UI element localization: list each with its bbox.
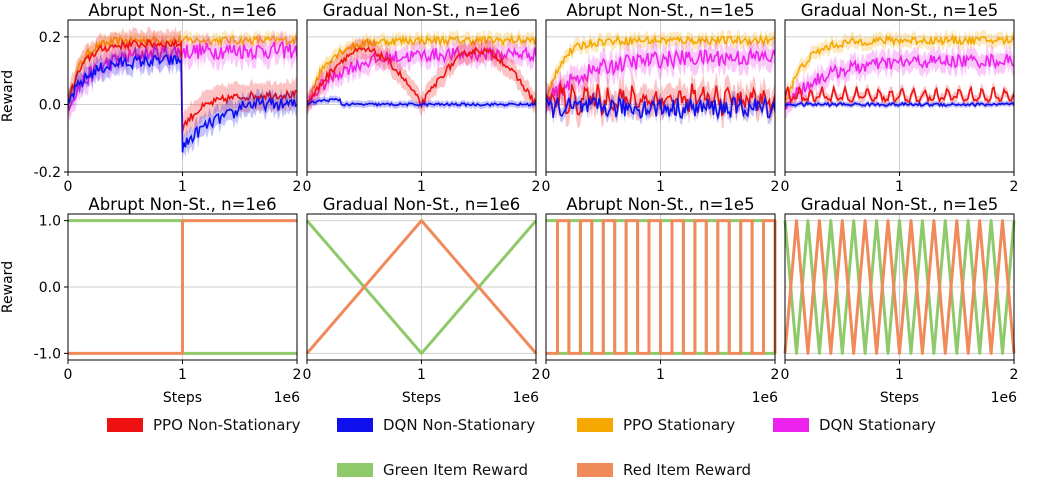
- axes-frame: [306, 19, 537, 173]
- series-line-red-item: [546, 219, 777, 355]
- x-tick-label: 0: [303, 179, 312, 195]
- subplot-5: 0 1 2 -1.0 0.0 1.0 Abrupt Non-St., n=1e6 Reward…: [0, 195, 301, 406]
- series-group: [785, 29, 1014, 120]
- x-tick-label: 0: [64, 367, 73, 383]
- x-tick-label: 0: [542, 179, 551, 195]
- subplot-title: Gradual Non-St., n=1e5: [801, 1, 999, 20]
- x-axis-label: Steps: [880, 390, 919, 406]
- series-line-ppo_ns: [785, 84, 1014, 104]
- series-group: [546, 29, 775, 129]
- axes-frame: [545, 213, 776, 361]
- series-line-ppo_s: [307, 33, 536, 105]
- x-axis-multiplier: 1e6: [513, 390, 540, 406]
- series-line-red-item: [305, 219, 538, 355]
- series-line-dqn_ns: [546, 96, 775, 121]
- series-line-green-item: [783, 219, 1016, 355]
- y-tick-label: 0.2: [39, 30, 61, 46]
- series-line-ppo_ns: [307, 46, 536, 109]
- axes-frame: [67, 19, 298, 173]
- x-tick-label: 0: [781, 367, 790, 383]
- y-tick-label: 0.0: [39, 97, 61, 113]
- x-tick-label: 2: [771, 179, 780, 195]
- subplot-title: Gradual Non-St., n=1e5: [801, 195, 999, 214]
- x-tick-label: 1: [895, 367, 904, 383]
- series-line-red-item: [68, 219, 297, 355]
- x-tick-label: 2: [771, 367, 780, 383]
- axes-frame: [306, 213, 537, 361]
- series-line-dqn_ns: [785, 101, 1014, 108]
- y-tick-label: -0.2: [34, 165, 61, 181]
- x-tick-label: 1: [178, 367, 187, 383]
- series-line-dqn_s: [307, 45, 536, 105]
- x-axis-label: Steps: [402, 390, 441, 406]
- axes-frame: [67, 213, 298, 361]
- subplot-2: 0 1 2 Gradual Non-St., n=1e6: [303, 1, 541, 195]
- series-line-dqn_ns: [307, 97, 536, 108]
- y-axis-label: Reward: [0, 261, 16, 313]
- x-tick-label: 2: [293, 367, 302, 383]
- series-line-green-item: [305, 219, 538, 355]
- subplot-6: 0 1 2 Gradual Non-St., n=1e6 Steps 1e6: [303, 195, 541, 406]
- subplot-1: 0 1 2 -0.2 0.0 0.2 Abrupt Non-St., n=1e6 Reward: [0, 1, 301, 195]
- series-band-dqn_ns: [68, 45, 297, 163]
- axes-frame: [784, 19, 1015, 173]
- series-band-ppo_ns: [307, 37, 536, 117]
- series-line-dqn_s: [68, 40, 297, 112]
- x-tick-label: 1: [656, 367, 665, 383]
- x-tick-label: 1: [895, 179, 904, 195]
- subplot-title: Abrupt Non-St., n=1e5: [566, 195, 754, 214]
- axes-frame: [784, 213, 1015, 361]
- x-tick-label: 0: [64, 179, 73, 195]
- subplot-title: Abrupt Non-St., n=1e6: [88, 195, 276, 214]
- series-line-dqn_ns: [68, 53, 297, 153]
- subplot-3: 0 1 2 Abrupt Non-St., n=1e5: [542, 1, 780, 195]
- y-tick-label: -1.0: [34, 346, 61, 362]
- y-tick-label: 0.0: [39, 280, 61, 296]
- series-band-ppo_s: [546, 29, 775, 110]
- subplot-title: Gradual Non-St., n=1e6: [323, 1, 521, 20]
- x-tick-label: 2: [293, 179, 302, 195]
- subplot-title: Gradual Non-St., n=1e6: [323, 195, 521, 214]
- x-axis-multiplier: 1e6: [274, 390, 301, 406]
- x-axis-multiplier: 1e6: [991, 390, 1018, 406]
- series-line-ppo_s: [546, 34, 775, 103]
- y-tick-label: 1.0: [39, 214, 61, 230]
- subplot-title: Abrupt Non-St., n=1e6: [88, 1, 276, 20]
- subplot-8: 0 1 2 Gradual Non-St., n=1e5 Steps 1e6: [781, 195, 1019, 406]
- series-line-ppo_s: [785, 33, 1014, 108]
- x-tick-label: 0: [303, 367, 312, 383]
- x-tick-label: 2: [532, 179, 541, 195]
- x-tick-label: 2: [1010, 179, 1019, 195]
- subplot-4: 0 1 2 Gradual Non-St., n=1e5: [781, 1, 1019, 195]
- x-tick-label: 1: [417, 367, 426, 383]
- series-group: [68, 26, 297, 163]
- y-axis-label: Reward: [0, 70, 16, 122]
- x-tick-label: 1: [417, 179, 426, 195]
- series-line-red-item: [783, 219, 1016, 355]
- x-tick-label: 2: [1010, 367, 1019, 383]
- x-tick-label: 0: [781, 179, 790, 195]
- subplot-7: 0 1 2 Abrupt Non-St., n=1e5 1e6: [542, 195, 780, 406]
- x-tick-label: 1: [656, 179, 665, 195]
- x-tick-label: 0: [542, 367, 551, 383]
- series-band-ppo_s: [785, 29, 1014, 114]
- axes-frame: [545, 19, 776, 173]
- series-line-ppo_s: [68, 34, 297, 108]
- series-band-ppo_ns: [68, 26, 297, 146]
- x-axis-multiplier: 1e6: [752, 390, 779, 406]
- series-line-dqn_s: [546, 46, 775, 113]
- series-group: [307, 29, 536, 117]
- x-axis-label: Steps: [163, 390, 202, 406]
- x-tick-label: 2: [532, 367, 541, 383]
- subplot-title: Abrupt Non-St., n=1e5: [566, 1, 754, 20]
- series-line-ppo_ns: [546, 83, 775, 117]
- x-tick-label: 1: [178, 179, 187, 195]
- series-line-dqn_s: [785, 53, 1014, 110]
